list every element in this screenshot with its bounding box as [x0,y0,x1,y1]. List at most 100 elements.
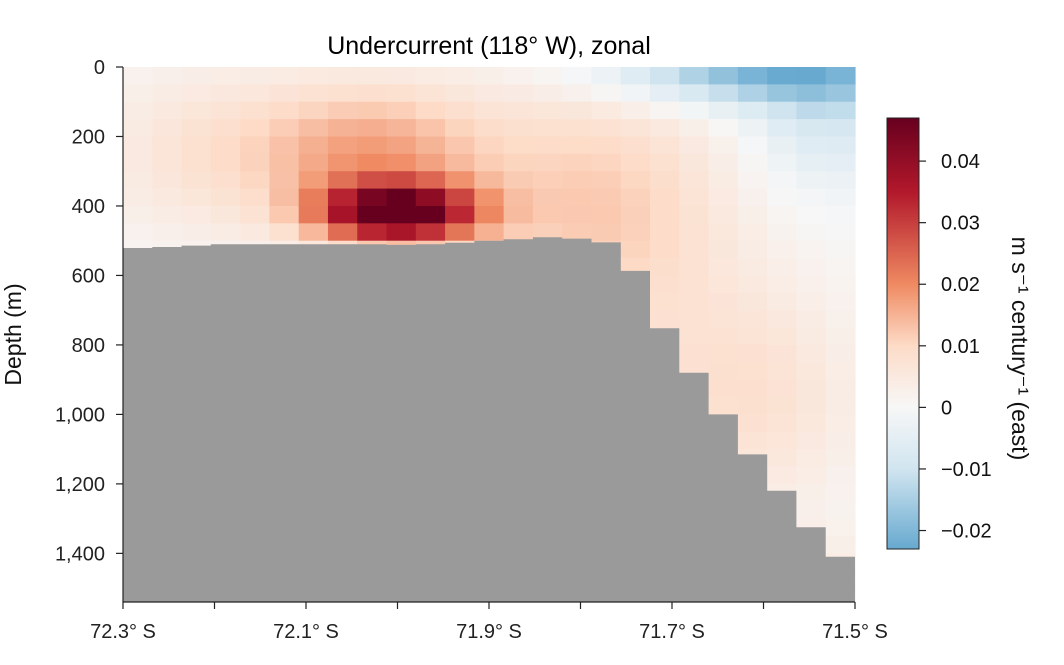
heatmap-cell [269,101,300,120]
heatmap-cell [767,414,798,433]
heatmap-cell [152,188,183,207]
heatmap-cell [825,119,856,138]
x-tick-label: 71.9° S [456,621,522,643]
heatmap-cell [181,101,212,120]
heatmap-cell [737,275,768,294]
heatmap-cell [767,310,798,329]
heatmap-cell [415,101,446,120]
heatmap-cell [503,136,534,155]
heatmap-cell [445,136,475,155]
heatmap-cell [357,67,388,85]
heatmap-cell [825,483,856,502]
heatmap-cell [532,119,563,138]
heatmap-cell [474,171,505,190]
heatmap-cell [737,362,768,381]
heatmap-cell [445,188,475,207]
heatmap-cell [796,275,827,294]
heatmap-cell [503,153,534,172]
heatmap-cell [796,483,827,502]
heatmap-cell [386,84,417,103]
heatmap-cell [445,223,475,242]
heatmap-cell [123,84,153,103]
y-tick-label: 400 [72,196,105,218]
heatmap-cell [767,397,798,415]
heatmap-cell [796,171,827,190]
heatmap-cell [679,223,710,242]
heatmap-cell [767,67,798,85]
heatmap-cell [796,397,827,415]
heatmap-cell [620,101,651,120]
heatmap-cell [620,188,651,207]
heatmap-cell [708,153,739,172]
heatmap-cell [737,240,768,259]
heatmap-cell [825,466,856,485]
heatmap-cell [825,518,856,537]
heatmap-cell [415,223,446,242]
heatmap-cell [210,119,241,138]
heatmap-cell [181,153,212,172]
heatmap-cell [445,119,475,138]
heatmap-cell [474,101,505,120]
heatmap-cell [737,258,768,277]
heatmap-cell [767,258,798,277]
heatmap-cell [532,171,563,190]
heatmap-cell [386,119,417,138]
heatmap-cell [679,119,710,138]
heatmap-cell [825,240,856,259]
heatmap-cell [327,188,358,207]
heatmap-cell [796,119,827,138]
y-tick-label: 0 [94,57,105,79]
heatmap-cell [562,223,593,242]
heatmap-cell [620,84,651,103]
heatmap-cell [796,205,827,224]
heatmap-cell [650,171,680,190]
heatmap-cell [767,362,798,381]
heatmap-cell [298,136,329,155]
heatmap-cell [415,188,446,207]
heatmap-cell [708,67,739,85]
heatmap-cell [825,327,856,346]
heatmap-cell [737,101,768,120]
heatmap-cell [620,223,651,242]
heatmap-cell [796,379,827,398]
heatmap-cell [737,310,768,329]
heatmap-cell [737,292,768,311]
heatmap-cell [445,153,475,172]
heatmap-cell [708,397,739,415]
heatmap-cell [181,205,212,224]
heatmap-cell [327,153,358,172]
heatmap-cell [708,101,739,120]
heatmap-cell [386,136,417,155]
heatmap-cell [357,84,388,103]
heatmap-cell [796,449,827,468]
heatmap-cell [269,171,300,190]
colorbar-tick-label: 0.02 [941,274,980,296]
heatmap-cell [298,101,329,120]
heatmap-cell [737,344,768,363]
heatmap-cell [825,136,856,155]
heatmap-cell [474,67,505,85]
heatmap-cell [445,84,475,103]
heatmap-cell [650,275,680,294]
x-tick-label: 71.5° S [822,621,888,643]
heatmap-cell [708,188,739,207]
heatmap-cell [737,119,768,138]
heatmap-cell [123,188,153,207]
heatmap-cell [591,153,622,172]
heatmap-cell [386,205,417,224]
heatmap-cell [240,153,270,172]
heatmap-cell [620,240,651,259]
heatmap-cell [474,223,505,242]
heatmap-cell [620,153,651,172]
heatmap-cell [737,67,768,85]
heatmap-cell [737,327,768,346]
heatmap-cell [825,171,856,190]
heatmap-cell [152,67,183,85]
heatmap-cell [650,188,680,207]
heatmap-cell [650,223,680,242]
heatmap-cell [825,188,856,207]
heatmap-cell [562,205,593,224]
heatmap-cell [357,205,388,224]
heatmap-cell [591,205,622,224]
heatmap-cell [240,188,270,207]
